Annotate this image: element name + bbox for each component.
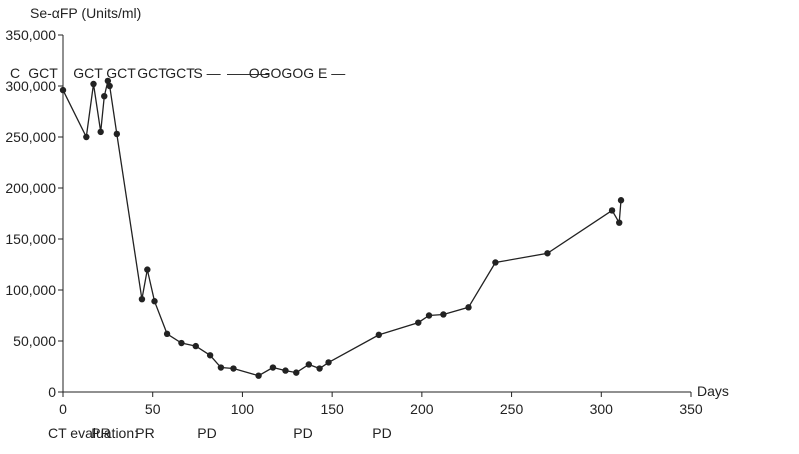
data-point xyxy=(101,93,108,100)
ct-evaluation-result: PR xyxy=(135,425,154,441)
x-axis-ticks: 0 50 100 150 200 250 300 350 xyxy=(59,392,703,417)
data-point xyxy=(144,266,151,273)
series-line xyxy=(62,78,622,377)
data-point xyxy=(192,342,199,350)
x-tick-label: 200 xyxy=(410,401,434,417)
data-point xyxy=(616,219,623,226)
x-axis-title: Days xyxy=(697,383,729,399)
data-point xyxy=(163,330,171,338)
y-axis-title: Se-αFP (Units/ml) xyxy=(30,5,141,21)
data-point xyxy=(325,359,332,366)
data-point xyxy=(178,339,185,347)
ct-evaluation-result: PD xyxy=(197,425,216,441)
y-tick-label: 100,000 xyxy=(5,282,56,298)
data-point xyxy=(440,311,447,318)
data-point xyxy=(425,312,433,319)
data-point xyxy=(255,372,262,379)
treatment-label: GCT xyxy=(28,65,58,81)
data-point xyxy=(230,365,237,372)
treatment-label: C xyxy=(10,65,20,81)
data-point xyxy=(206,352,214,359)
x-tick-label: 150 xyxy=(320,401,344,417)
treatment-label: OGOGOG E — xyxy=(249,65,345,81)
x-tick-label: 50 xyxy=(145,401,161,417)
ct-evaluation-result: PD xyxy=(293,425,312,441)
data-point xyxy=(83,133,90,141)
y-tick-label: 300,000 xyxy=(5,78,56,94)
data-point xyxy=(305,361,313,368)
series-polyline xyxy=(62,78,622,377)
y-tick-label: 200,000 xyxy=(5,180,56,196)
ct-evaluation-result: PR xyxy=(91,425,110,441)
axes xyxy=(62,35,691,393)
data-point xyxy=(90,80,97,88)
data-point xyxy=(608,207,616,214)
y-tick-label: 250,000 xyxy=(5,129,56,145)
data-point xyxy=(293,369,300,376)
y-axis-ticks: 0 50,000 100,000 150,000 200,000 250,000 300,0… xyxy=(5,27,63,400)
data-point xyxy=(465,304,472,311)
data-point xyxy=(97,128,104,136)
data-point xyxy=(492,259,499,266)
data-point xyxy=(282,367,289,374)
data-point xyxy=(217,364,225,371)
ct-evaluations: PR PR PD PD PD xyxy=(91,425,391,441)
x-tick-label: 350 xyxy=(679,401,703,417)
x-tick-label: 100 xyxy=(231,401,255,417)
data-point xyxy=(106,82,113,90)
data-point xyxy=(617,197,625,204)
treatment-label: ——— xyxy=(227,65,269,81)
y-tick-label: 350,000 xyxy=(5,27,56,43)
x-tick-label: 0 xyxy=(59,401,67,417)
data-point xyxy=(104,77,112,85)
treatment-label: S — xyxy=(193,65,220,81)
y-tick-label: 50,000 xyxy=(13,333,56,349)
x-tick-label: 300 xyxy=(590,401,614,417)
ct-evaluation-label: CT evaluation: xyxy=(48,425,138,441)
y-tick-label: 0 xyxy=(48,384,56,400)
y-tick-label: 150,000 xyxy=(5,231,56,247)
treatment-label: GCT xyxy=(73,65,103,81)
data-point xyxy=(316,365,323,372)
treatment-label: GCT xyxy=(165,65,195,81)
data-point xyxy=(113,130,121,138)
data-point xyxy=(59,86,67,94)
treatment-label: GCT xyxy=(106,65,136,81)
data-point xyxy=(138,295,146,303)
data-point xyxy=(544,250,551,257)
data-point xyxy=(375,331,382,339)
data-point xyxy=(269,364,277,371)
data-points xyxy=(59,77,625,379)
treatment-label: GCT xyxy=(137,65,167,81)
data-point xyxy=(151,298,158,305)
ct-evaluation-result: PD xyxy=(372,425,391,441)
data-point xyxy=(415,319,422,326)
x-tick-label: 250 xyxy=(500,401,524,417)
